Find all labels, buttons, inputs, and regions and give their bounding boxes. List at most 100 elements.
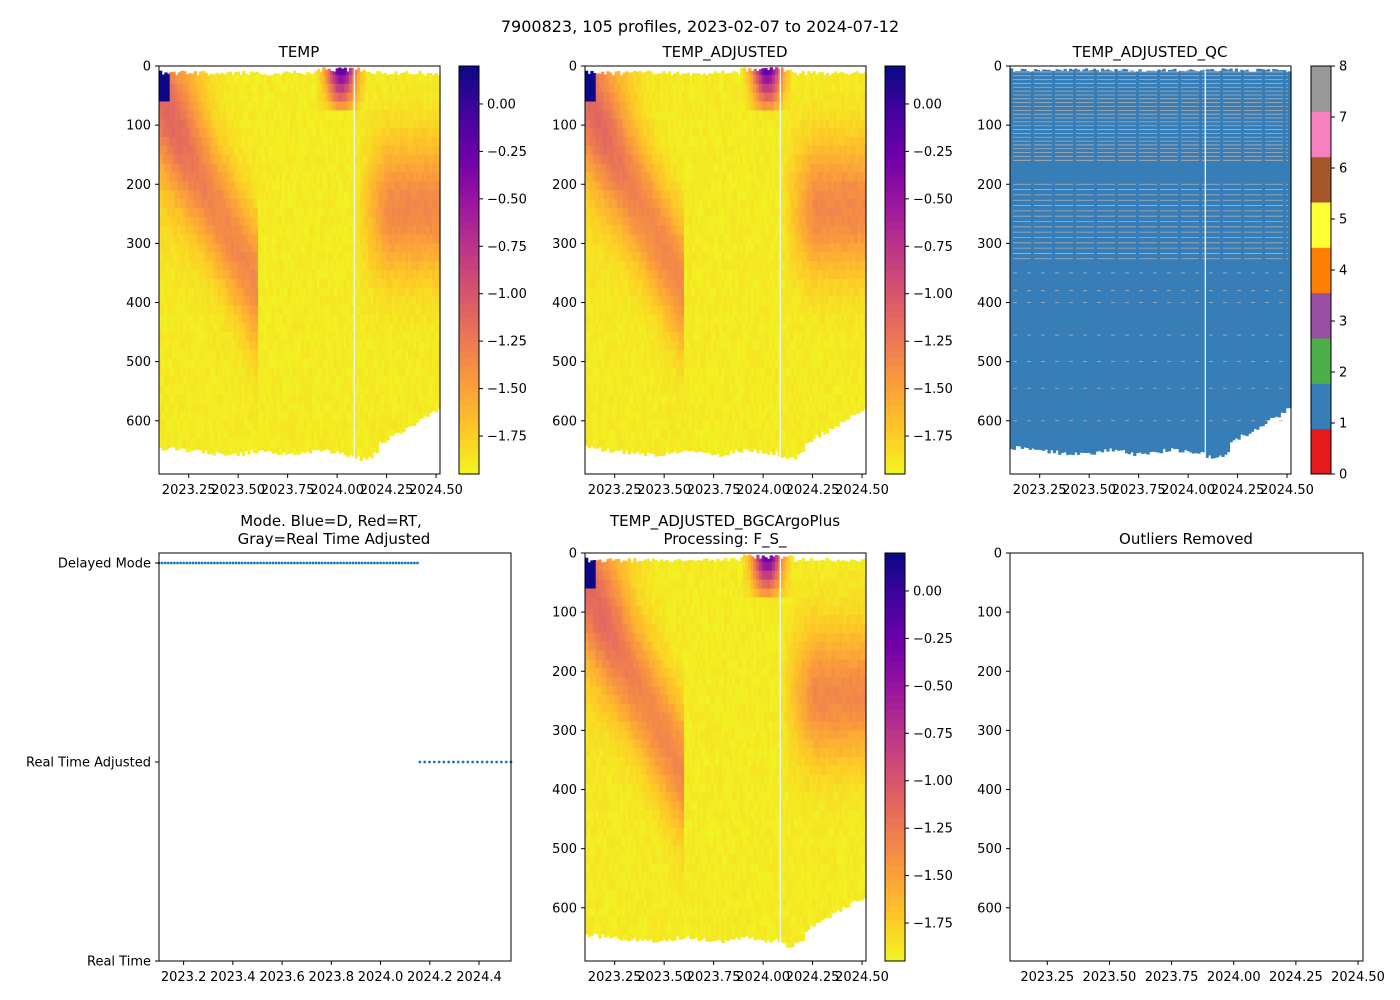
colorbar-tick-label: −1.25 xyxy=(487,335,527,350)
heatmap-cell xyxy=(164,243,168,253)
heatmap-cell xyxy=(164,199,168,209)
heatmap-cell xyxy=(167,314,171,324)
heatmap-cell xyxy=(212,74,216,85)
heatmap-cell xyxy=(159,429,163,440)
heatmap-cell xyxy=(159,270,163,280)
heatmap-cell xyxy=(167,119,171,129)
heatmap-cell xyxy=(220,278,224,289)
colorbar-segment xyxy=(459,263,479,271)
heatmap-cell xyxy=(217,411,222,422)
heatmap-cell xyxy=(217,261,222,271)
heatmap-cell xyxy=(188,447,192,452)
heatmap-cell xyxy=(223,243,227,253)
heatmap-cell xyxy=(183,128,187,138)
heatmap-cell xyxy=(177,145,182,156)
heatmap-cell xyxy=(209,358,214,369)
heatmap-cell xyxy=(212,403,216,413)
heatmap-cell xyxy=(161,314,165,324)
heatmap-cell xyxy=(177,252,182,262)
y-tick-label: 200 xyxy=(126,178,151,193)
heatmap-cell xyxy=(217,92,222,103)
heatmap-cell xyxy=(185,136,190,147)
heatmap-cell xyxy=(204,305,208,315)
heatmap-cell xyxy=(220,199,224,209)
heatmap-cell xyxy=(167,261,171,271)
heatmap-cell xyxy=(215,252,219,262)
heatmap-cell xyxy=(169,411,173,422)
heatmap-cell xyxy=(196,447,200,450)
heatmap-cell xyxy=(188,261,192,271)
heatmap-cell xyxy=(161,332,165,342)
heatmap-cell xyxy=(167,323,171,333)
heatmap-cell xyxy=(177,119,182,129)
heatmap-cell xyxy=(161,234,165,244)
heatmap-cell xyxy=(217,429,222,440)
heatmap-cell xyxy=(169,429,173,440)
heatmap-cell xyxy=(191,73,195,76)
heatmap-cell xyxy=(159,278,163,289)
heatmap-cell xyxy=(172,110,176,120)
heatmap-cell xyxy=(191,349,195,360)
heatmap-cell xyxy=(169,145,173,156)
heatmap-cell xyxy=(204,278,208,289)
heatmap-cell xyxy=(161,305,165,315)
heatmap-cell xyxy=(172,74,176,85)
heatmap-cell xyxy=(175,305,179,315)
heatmap-cell xyxy=(167,154,171,165)
heatmap-cell xyxy=(164,101,168,111)
heatmap-cell xyxy=(196,385,200,395)
heatmap-cell xyxy=(199,216,203,227)
heatmap-cell xyxy=(177,278,182,289)
heatmap-cell xyxy=(175,199,179,209)
heatmap-cell xyxy=(159,136,163,147)
heatmap-cell xyxy=(164,252,168,262)
heatmap-cell xyxy=(220,385,224,395)
heatmap-cell xyxy=(209,199,214,209)
heatmap-cell xyxy=(223,101,227,111)
heatmap-cell xyxy=(167,332,171,342)
heatmap-cell xyxy=(196,252,200,262)
colorbar-segment xyxy=(459,188,479,196)
heatmap-cell xyxy=(217,252,222,262)
heatmap-cells xyxy=(159,67,441,461)
heatmap-cell xyxy=(193,190,198,200)
heatmap-cell xyxy=(199,128,203,138)
heatmap-cell xyxy=(204,190,208,200)
colorbar-segment xyxy=(459,222,479,230)
heatmap-cell xyxy=(217,394,222,404)
heatmap-cell xyxy=(207,349,211,360)
heatmap-cell xyxy=(217,216,222,227)
colorbar-segment xyxy=(459,467,479,475)
heatmap-cell xyxy=(215,199,219,209)
heatmap-cell xyxy=(183,119,187,129)
colorbar-segment xyxy=(459,338,479,346)
heatmap-cell xyxy=(188,305,192,315)
heatmap-cell xyxy=(212,101,216,111)
heatmap-cell xyxy=(164,136,168,147)
heatmap-cell xyxy=(199,154,203,165)
heatmap-cell xyxy=(196,163,200,174)
heatmap-cell xyxy=(164,358,168,369)
heatmap-cell xyxy=(201,287,206,298)
heatmap-cell xyxy=(172,136,176,147)
heatmap-cell xyxy=(220,447,224,455)
heatmap-cell xyxy=(201,83,206,94)
heatmap-cell xyxy=(209,394,214,404)
heatmap-cell xyxy=(204,394,208,404)
heatmap-cell xyxy=(209,74,214,85)
heatmap-cell xyxy=(193,287,198,298)
heatmap-cell xyxy=(177,323,182,333)
heatmap-cell xyxy=(215,110,219,120)
heatmap-cell xyxy=(193,270,198,280)
heatmap-cell xyxy=(164,438,168,448)
heatmap-cell xyxy=(180,101,184,111)
heatmap-cell xyxy=(207,332,211,342)
heatmap-cell xyxy=(191,340,195,351)
heatmap-cell xyxy=(191,128,195,138)
heatmap-cell xyxy=(185,447,190,453)
heatmap-cell xyxy=(185,261,190,271)
colorbar-segment xyxy=(459,433,479,441)
colorbar-segment xyxy=(459,317,479,325)
heatmap-cell xyxy=(188,207,192,218)
heatmap-cell xyxy=(177,296,182,307)
